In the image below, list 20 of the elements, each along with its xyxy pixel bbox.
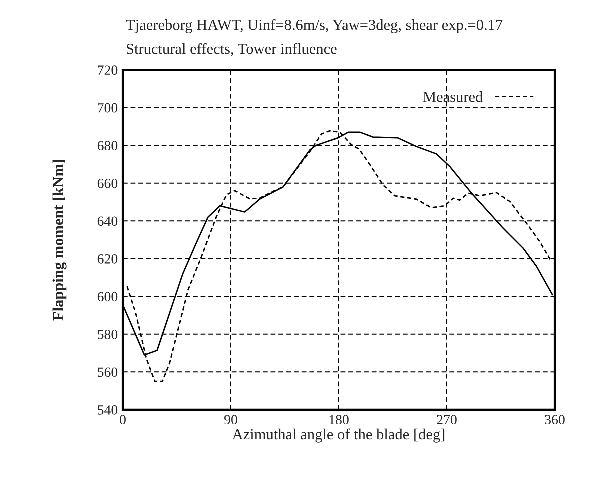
x-tick-label: 360: [545, 415, 565, 425]
y-tick-label: 560: [98, 368, 118, 378]
x-tick-label: 180: [330, 415, 349, 425]
x-axis-title: Azimuthal angle of the blade [deg]: [232, 428, 445, 443]
legend-label: Measured: [423, 92, 484, 102]
y-tick-label: 580: [98, 330, 118, 340]
y-tick-label: 540: [98, 406, 118, 415]
y-axis-title: Flapping moment [kNm]: [52, 160, 67, 321]
y-tick-label: 700: [98, 103, 118, 113]
x-tick-label: 0: [120, 415, 126, 425]
y-tick-label: 620: [98, 254, 118, 264]
x-tick-label: 90: [224, 415, 238, 425]
x-tick-label: 270: [437, 415, 457, 425]
y-tick-label: 680: [98, 141, 118, 151]
y-tick-label: 600: [98, 292, 118, 302]
chart-title: Tjaereborg HAWT, Uinf=8.6m/s, Yaw=3deg, shear exp.=0.17: [126, 19, 503, 34]
y-tick-label: 660: [98, 178, 118, 188]
y-tick-label: 720: [98, 66, 118, 76]
chart-subtitle: Structural effects, Tower influence: [127, 43, 337, 56]
y-tick-label: 640: [98, 216, 118, 226]
